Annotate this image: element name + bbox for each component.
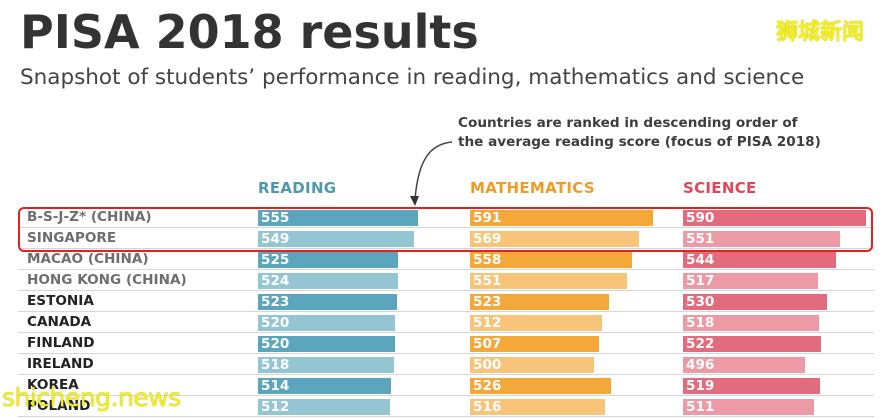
reading-score: 512 <box>261 399 290 415</box>
table-row: ESTONIA 523 523 530 <box>18 291 874 312</box>
mathematics-score: 591 <box>473 210 502 226</box>
annotation-line-1: Countries are ranked in descending order… <box>458 115 798 131</box>
science-score: 590 <box>686 210 715 226</box>
country-label: KOREA <box>27 377 79 393</box>
science-bar: 518 <box>683 315 819 331</box>
science-bar: 519 <box>683 378 820 394</box>
mathematics-score: 512 <box>473 315 502 331</box>
science-score: 511 <box>686 399 715 415</box>
table-row: HONG KONG (CHINA) 524 551 517 <box>18 270 874 291</box>
reading-score: 524 <box>261 273 290 289</box>
mathematics-score: 558 <box>473 252 502 268</box>
science-score: 519 <box>686 378 715 394</box>
reading-score: 549 <box>261 231 290 247</box>
science-bar: 590 <box>683 210 866 226</box>
watermark-site: shicheng.news <box>2 383 181 412</box>
science-bar: 530 <box>683 294 827 310</box>
mathematics-bar: 523 <box>470 294 609 310</box>
science-score: 530 <box>686 294 715 310</box>
reading-score: 520 <box>261 315 290 331</box>
chart-title: PISA 2018 results <box>20 5 479 59</box>
country-label: CANADA <box>27 314 92 330</box>
reading-score: 525 <box>261 252 290 268</box>
mathematics-bar: 558 <box>470 252 632 268</box>
mathematics-bar: 507 <box>470 336 599 352</box>
country-label: MACAO (CHINA) <box>27 251 149 267</box>
table-row: FINLAND 520 507 522 <box>18 333 874 354</box>
reading-bar: 525 <box>258 252 398 268</box>
mathematics-score: 526 <box>473 378 502 394</box>
science-bar: 551 <box>683 231 840 247</box>
reading-bar: 555 <box>258 210 418 226</box>
table-row: MACAO (CHINA) 525 558 544 <box>18 249 874 270</box>
watermark-logo-cn: 狮城新闻 <box>776 20 865 45</box>
science-bar: 522 <box>683 336 821 352</box>
country-label: FINLAND <box>27 335 95 351</box>
ranking-annotation: Countries are ranked in descending order… <box>458 114 821 152</box>
reading-bar: 512 <box>258 399 390 415</box>
mathematics-score: 551 <box>473 273 502 289</box>
mathematics-bar: 551 <box>470 273 627 289</box>
science-bar: 517 <box>683 273 818 289</box>
reading-bar: 524 <box>258 273 398 289</box>
reading-score: 523 <box>261 294 290 310</box>
mathematics-bar: 591 <box>470 210 653 226</box>
reading-bar: 518 <box>258 357 394 373</box>
reading-score: 518 <box>261 357 290 373</box>
chart-subtitle: Snapshot of students’ performance in rea… <box>20 65 805 90</box>
mathematics-bar: 516 <box>470 399 605 415</box>
table-row: B-S-J-Z* (CHINA) 555 591 590 <box>18 207 874 228</box>
reading-bar: 514 <box>258 378 391 394</box>
science-bar: 496 <box>683 357 805 373</box>
country-label: IRELAND <box>27 356 94 372</box>
country-label: ESTONIA <box>27 293 94 309</box>
mathematics-score: 500 <box>473 357 502 373</box>
reading-score: 514 <box>261 378 290 394</box>
column-header-science: SCIENCE <box>683 179 757 197</box>
column-header-reading: READING <box>258 179 337 197</box>
science-bar: 544 <box>683 252 836 268</box>
country-label: B-S-J-Z* (CHINA) <box>27 209 152 225</box>
reading-score: 555 <box>261 210 290 226</box>
reading-bar: 549 <box>258 231 414 247</box>
science-score: 544 <box>686 252 715 268</box>
reading-bar: 520 <box>258 336 395 352</box>
table-row: IRELAND 518 500 496 <box>18 354 874 375</box>
mathematics-score: 569 <box>473 231 502 247</box>
column-header-mathematics: MATHEMATICS <box>470 179 595 197</box>
reading-score: 520 <box>261 336 290 352</box>
country-label: POLAND <box>27 398 91 414</box>
mathematics-score: 507 <box>473 336 502 352</box>
mathematics-bar: 526 <box>470 378 611 394</box>
science-score: 496 <box>686 357 715 373</box>
mathematics-score: 523 <box>473 294 502 310</box>
science-score: 517 <box>686 273 715 289</box>
mathematics-bar: 500 <box>470 357 594 373</box>
country-label: HONG KONG (CHINA) <box>27 272 187 288</box>
science-score: 522 <box>686 336 715 352</box>
reading-bar: 520 <box>258 315 395 331</box>
mathematics-score: 516 <box>473 399 502 415</box>
table-row: KOREA 514 526 519 <box>18 375 874 396</box>
annotation-arrow-icon <box>410 141 453 206</box>
results-table: B-S-J-Z* (CHINA) 555 591 590 SINGAPORE 549 569… <box>18 207 874 417</box>
science-score: 518 <box>686 315 715 331</box>
table-row: SINGAPORE 549 569 551 <box>18 228 874 249</box>
mathematics-bar: 569 <box>470 231 639 247</box>
science-score: 551 <box>686 231 715 247</box>
science-bar: 511 <box>683 399 814 415</box>
reading-bar: 523 <box>258 294 397 310</box>
mathematics-bar: 512 <box>470 315 602 331</box>
table-row: POLAND 512 516 511 <box>18 396 874 417</box>
highlight-box <box>18 207 873 252</box>
annotation-line-2: the average reading score (focus of PISA… <box>458 134 821 150</box>
country-label: SINGAPORE <box>27 230 117 246</box>
table-row: CANADA 520 512 518 <box>18 312 874 333</box>
